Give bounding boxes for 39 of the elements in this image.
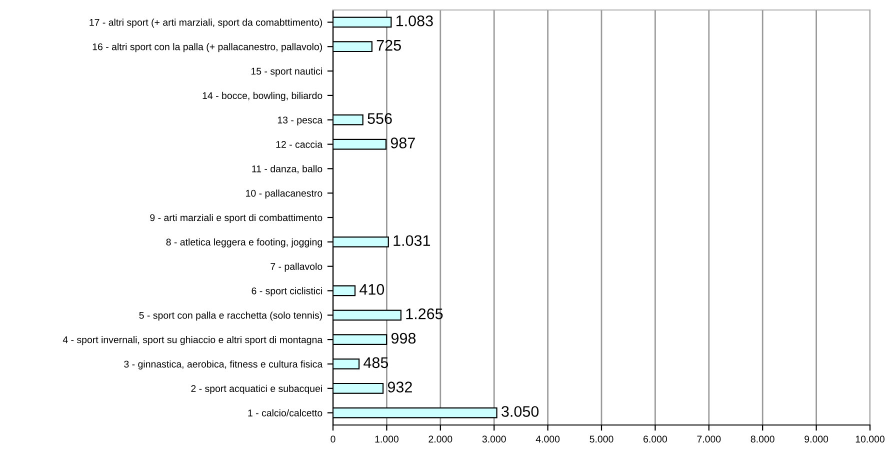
y-tick-label: 5 - sport con palla e racchetta (solo tennis)	[139, 312, 322, 321]
y-tick-label: 4 - sport invernali, sport su ghiaccio e altri sport di montagna	[62, 336, 323, 346]
x-tick-label: 0	[330, 436, 336, 443]
y-tick-label: 6 - sport ciclistici	[252, 287, 322, 296]
x-tick-label: 7.000	[697, 436, 721, 443]
y-tick-label: 15 - sport nautici	[251, 68, 322, 77]
y-tick-label: 9 - arti marziali e sport di combattimento	[150, 214, 322, 224]
data-label: 3.050	[502, 406, 539, 417]
y-tick-label: 7 - pallavolo	[270, 262, 322, 272]
y-tick-label: 10 - pallacanestro	[246, 190, 322, 199]
data-label: 1.031	[394, 235, 430, 246]
x-tick-label: 6.000	[644, 436, 667, 443]
y-tick-label: 17 - altri sport (+ arti marziali, sport da comabttimento)	[90, 18, 322, 28]
y-tick-label: 14 - bocce, bowling, biliardo	[202, 92, 322, 101]
y-tick-label: 13 - pesca	[278, 116, 323, 126]
data-label: 987	[390, 138, 415, 148]
data-label: 932	[388, 382, 412, 392]
data-label: 998	[391, 332, 416, 344]
y-tick-label: 11 - danza, ballo	[252, 165, 322, 174]
data-label: 556	[368, 113, 392, 124]
data-label: 725	[376, 40, 401, 51]
y-tick-label: 16 - altri sport con la palla (+ pallacanestro, pallavolo)	[92, 43, 322, 52]
data-label: 1.265	[406, 308, 443, 320]
data-label: 410	[360, 284, 384, 295]
x-tick-label: 9.000	[804, 436, 828, 443]
y-tick-label: 12 - caccia	[276, 140, 323, 148]
x-tick-label: 3.000	[482, 436, 506, 443]
x-tick-label: 2.000	[428, 436, 452, 443]
data-label: 1.083	[396, 15, 433, 26]
y-tick-label: 8 - atletica leggera e footing, jogging	[166, 238, 322, 248]
x-tick-label: 1.000	[375, 436, 398, 443]
x-tick-label: 4.000	[536, 436, 560, 443]
data-label: 485	[364, 357, 388, 368]
y-tick-label: 1 - calcio/calcetto	[248, 409, 322, 416]
x-tick-label: 10.000	[856, 436, 884, 443]
y-tick-label: 3 - ginnastica, aerobica, fitness e cultura fisica	[124, 360, 323, 370]
y-tick-label: 2 - sport acquatici e subacquei	[191, 384, 322, 394]
x-tick-label: 8.000	[750, 436, 774, 443]
x-tick-label: 5.000	[590, 436, 614, 443]
